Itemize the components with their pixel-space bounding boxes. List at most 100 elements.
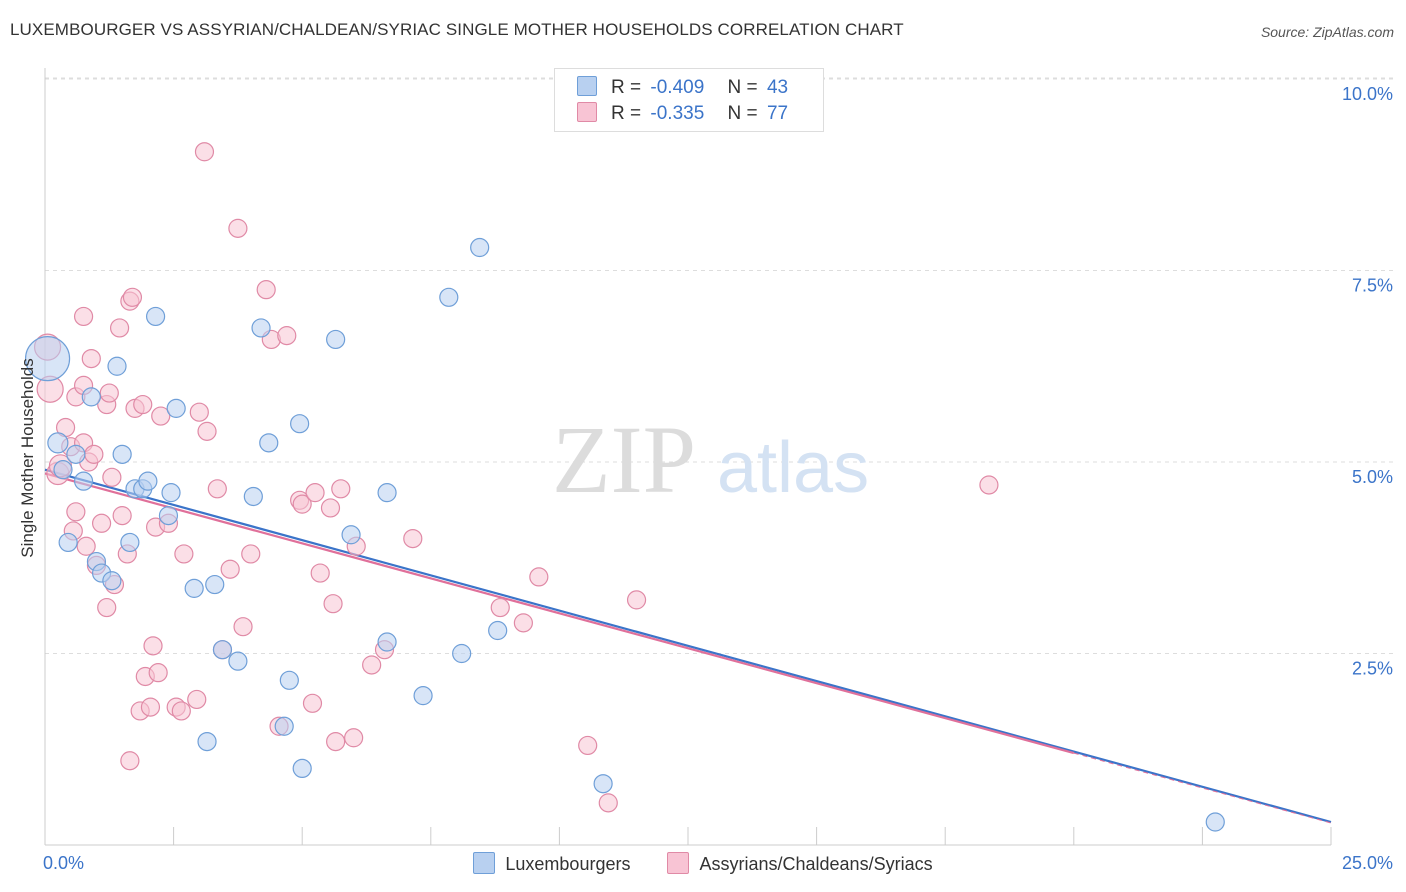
legend-n-value: 43: [766, 77, 789, 98]
assyrian-point: [151, 406, 171, 426]
luxembourger-trend-line: [44, 468, 1332, 824]
watermark-atlas: atlas: [717, 428, 869, 508]
luxembourger-point: [120, 532, 140, 553]
luxembourger-point: [58, 532, 78, 553]
watermark: ZIP atlas: [552, 406, 869, 513]
assyrian-point: [326, 731, 346, 752]
luxembourger-point: [184, 578, 204, 598]
luxembourger-point: [290, 414, 310, 434]
luxembourger-point: [197, 731, 217, 752]
assyrian-trend-line: [44, 472, 1075, 755]
legend-n-value: 77: [766, 103, 789, 124]
assyrian-point: [241, 544, 261, 564]
assyrian-point: [91, 513, 112, 533]
assyrian-point: [302, 693, 323, 713]
assyrian-point: [112, 506, 132, 526]
luxembourger-point: [212, 640, 233, 660]
luxembourger-point: [274, 716, 294, 736]
axes: [44, 68, 1332, 846]
luxembourger-point: [205, 574, 225, 595]
luxembourger-points: [24, 237, 1225, 832]
luxembourger-point: [81, 387, 101, 407]
assyrian-point: [97, 597, 117, 618]
legend-n-label: N =: [727, 77, 758, 98]
assyrian-point: [189, 402, 209, 422]
chart-title: LUXEMBOURGER VS ASSYRIAN/CHALDEAN/SYRIAC…: [10, 20, 904, 39]
luxembourger-point: [138, 471, 158, 491]
assyrian-point: [99, 383, 119, 403]
y-axis-label: Single Mother Households: [18, 358, 37, 557]
y-tick-label: 10.0%: [1342, 84, 1393, 104]
luxembourger-point: [53, 460, 73, 480]
luxembourger-point: [439, 287, 459, 307]
legend-item-assyrians[interactable]: Assyrians/Chaldeans/Syriacs: [667, 852, 933, 875]
luxembourger-point: [66, 444, 86, 464]
assyrian-trend-extrapolation: [1073, 752, 1332, 824]
assyrian-point: [174, 544, 194, 564]
assyrian-point: [109, 318, 130, 338]
luxembourger-point: [488, 620, 508, 641]
luxembourger-point: [377, 632, 397, 652]
luxembourger-point: [47, 432, 69, 454]
assyrian-point: [228, 218, 248, 238]
assyrian-point: [122, 287, 143, 307]
luxembourger-point: [24, 335, 71, 382]
assyrian-point: [626, 590, 647, 610]
assyrian-point: [133, 394, 153, 415]
luxembourger-point: [279, 670, 299, 690]
watermark-zip: ZIP: [552, 406, 696, 513]
luxembourger-point: [251, 318, 271, 338]
luxembourger-point: [1205, 812, 1225, 832]
legend-label: Assyrians/Chaldeans/Syriacs: [699, 854, 933, 874]
y-tick-label: 2.5%: [1352, 659, 1393, 679]
x-tick-labels: 0.0% 25.0%: [43, 853, 1393, 873]
source-credit: Source: ZipAtlas.com: [1260, 24, 1394, 40]
luxembourger-point: [452, 643, 472, 664]
legend-r-value: -0.335: [650, 103, 705, 124]
gridlines: [45, 77, 1395, 654]
assyrian-point: [310, 563, 330, 583]
assyrian-point: [187, 689, 207, 710]
luxembourger-point: [228, 651, 248, 671]
assyrian-point: [194, 142, 215, 162]
legend-row-luxembourgers: R = -0.409 N = 43: [577, 76, 788, 100]
luxembourger-point: [102, 571, 122, 591]
legend-item-luxembourgers[interactable]: Luxembourgers: [473, 852, 630, 875]
legend-r-label: R =: [611, 103, 642, 124]
assyrian-point: [207, 479, 227, 499]
luxembourger-point: [112, 444, 132, 464]
luxembourger-point: [259, 433, 279, 453]
assyrian-point: [120, 751, 140, 771]
assyrian-point: [84, 444, 104, 464]
legend-n-label: N =: [727, 103, 758, 124]
legend-swatch-pink: [577, 102, 597, 122]
luxembourger-point: [107, 356, 127, 376]
assyrian-point: [66, 502, 86, 522]
assyrian-point: [331, 479, 351, 499]
luxembourger-point: [166, 398, 186, 418]
assyrian-point: [323, 594, 343, 614]
assyrian-point: [256, 280, 276, 300]
luxembourger-point: [145, 306, 166, 327]
assyrian-point: [598, 793, 618, 813]
luxembourger-point: [73, 471, 94, 491]
legend-r-value: -0.409: [650, 77, 705, 98]
legend-swatch-blue: [473, 852, 496, 874]
assyrian-point: [403, 528, 423, 549]
legend-swatch-blue: [577, 76, 597, 96]
assyrian-point: [292, 494, 312, 514]
assyrian-point: [578, 735, 598, 756]
luxembourger-point: [158, 506, 179, 526]
assyrian-point: [143, 636, 163, 656]
assyrian-point: [513, 613, 533, 633]
assyrian-point: [233, 617, 253, 637]
assyrian-point: [197, 421, 217, 441]
y-tick-labels: 2.5% 5.0% 7.5% 10.0%: [1342, 84, 1393, 679]
assyrian-point: [102, 467, 122, 487]
luxembourger-point: [161, 483, 181, 503]
assyrian-point: [529, 567, 549, 587]
luxembourger-point: [326, 329, 346, 350]
luxembourger-point: [243, 486, 263, 507]
x-tick-label: 25.0%: [1342, 853, 1393, 873]
